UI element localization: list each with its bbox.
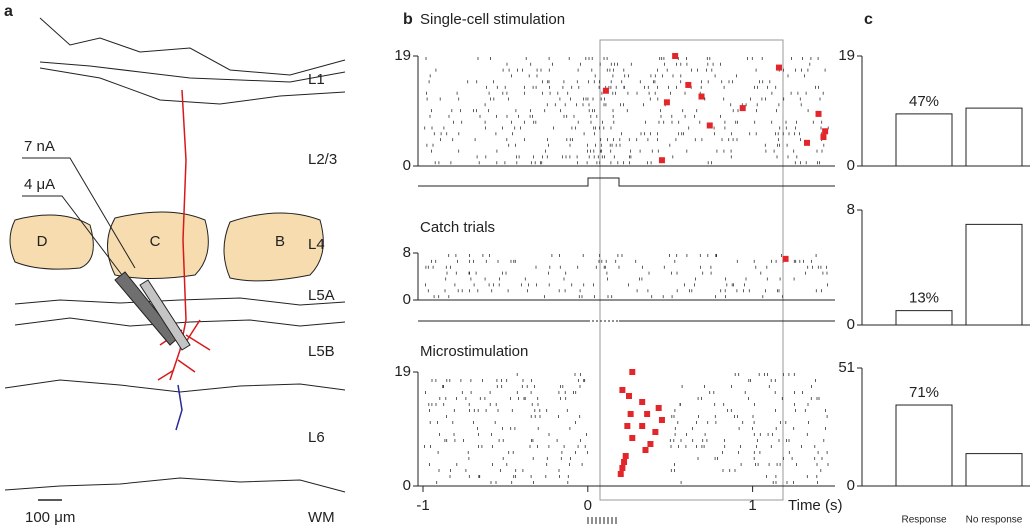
bar xyxy=(965,453,1023,487)
layer-label: WM xyxy=(308,509,335,526)
panel-label: c xyxy=(864,11,873,28)
first-spike xyxy=(803,139,810,146)
first-spike xyxy=(672,53,679,59)
first-spike xyxy=(624,423,631,429)
raster-title: Microstimulation xyxy=(420,343,528,360)
y-tick-label: 19 xyxy=(838,47,855,64)
first-spike xyxy=(655,405,662,411)
layer-label: L1 xyxy=(308,71,325,88)
layer-label: L4 xyxy=(308,236,325,253)
pointer-line xyxy=(22,195,123,276)
bar xyxy=(895,310,953,326)
bar xyxy=(895,113,953,167)
first-spike xyxy=(698,93,705,100)
x-axis-label: Time (s) xyxy=(788,497,842,514)
layer-boundary xyxy=(4,477,346,493)
x-tick-label: 1 xyxy=(748,497,756,514)
first-spike xyxy=(820,134,827,141)
percent-annotation: 47% xyxy=(909,93,939,110)
bar xyxy=(965,107,1023,167)
y-tick-label: 0 xyxy=(847,477,855,494)
first-spike xyxy=(658,417,665,423)
spike-texture xyxy=(424,57,829,165)
y-tick-label: 0 xyxy=(847,316,855,333)
layer-label: L5B xyxy=(308,343,335,360)
first-spike xyxy=(644,411,651,417)
first-spike xyxy=(652,429,659,435)
electrode-label: 7 nA xyxy=(24,138,55,155)
pointer-line xyxy=(22,157,136,269)
first-spike xyxy=(617,471,624,477)
panel-label: b xyxy=(403,11,413,28)
pia xyxy=(39,17,346,76)
first-spike xyxy=(629,369,636,375)
first-spike xyxy=(619,465,626,471)
y-tick-label: 19 xyxy=(394,47,411,64)
first-spike xyxy=(602,87,609,94)
panel-a xyxy=(4,17,346,501)
electrode xyxy=(139,279,191,351)
first-spike xyxy=(626,393,632,399)
y-tick-label: 51 xyxy=(838,359,855,376)
first-spike xyxy=(627,411,634,417)
layer-boundary xyxy=(14,317,346,327)
first-spike xyxy=(815,110,822,117)
bar xyxy=(965,223,1023,326)
layer-boundary xyxy=(14,297,346,306)
electrode-label: 4 μA xyxy=(24,176,55,193)
scale-label: 100 μm xyxy=(25,509,75,526)
first-spike xyxy=(706,122,713,129)
y-tick-label: 0 xyxy=(403,291,411,308)
first-spike xyxy=(685,81,692,88)
y-tick-label: 19 xyxy=(394,363,411,380)
first-spike xyxy=(775,64,782,71)
layer-boundary xyxy=(39,67,346,105)
first-spike xyxy=(647,441,654,447)
first-spike xyxy=(739,105,746,112)
first-spike xyxy=(622,453,629,459)
y-tick-label: 0 xyxy=(403,157,411,174)
percent-annotation: 71% xyxy=(909,384,939,401)
y-tick-label: 0 xyxy=(403,477,411,494)
percent-annotation: 13% xyxy=(909,290,939,307)
y-tick-label: 8 xyxy=(847,201,855,218)
spike-texture xyxy=(424,373,829,484)
x-tick-label: -1 xyxy=(416,497,429,514)
first-spike xyxy=(639,399,646,405)
barrel xyxy=(223,212,324,282)
panel-label: a xyxy=(4,3,13,20)
barrel xyxy=(9,214,94,270)
spike-texture xyxy=(425,254,828,299)
first-spike xyxy=(658,157,665,164)
analysis-window xyxy=(599,39,784,501)
layer-label: L5A xyxy=(308,287,335,304)
barrel-label: B xyxy=(275,233,285,250)
first-spike xyxy=(782,255,789,262)
raster-title: Catch trials xyxy=(420,219,495,236)
first-spike xyxy=(822,128,829,135)
first-spike xyxy=(629,435,636,441)
layer-label: L6 xyxy=(308,429,325,446)
stimulus-pulses xyxy=(587,517,617,524)
first-spike xyxy=(621,459,628,465)
x-tick-label: 0 xyxy=(584,497,592,514)
stimulus-trace xyxy=(418,177,835,187)
layer-boundary xyxy=(4,379,346,393)
first-spike xyxy=(663,99,670,106)
y-tick-label: 0 xyxy=(847,157,855,174)
bar xyxy=(895,404,953,487)
category-label: Response xyxy=(901,515,946,526)
first-spike xyxy=(639,423,646,429)
layer-label: L2/3 xyxy=(308,151,337,168)
first-spike xyxy=(642,447,649,453)
barrel-label: D xyxy=(37,233,48,250)
first-spike xyxy=(619,387,626,393)
raster-title: Single-cell stimulation xyxy=(420,11,565,28)
neuron-axon xyxy=(175,384,183,431)
y-tick-label: 8 xyxy=(403,244,411,261)
layer-boundary xyxy=(39,61,346,83)
barrel-label: C xyxy=(150,233,161,250)
category-label: No response xyxy=(966,515,1023,526)
